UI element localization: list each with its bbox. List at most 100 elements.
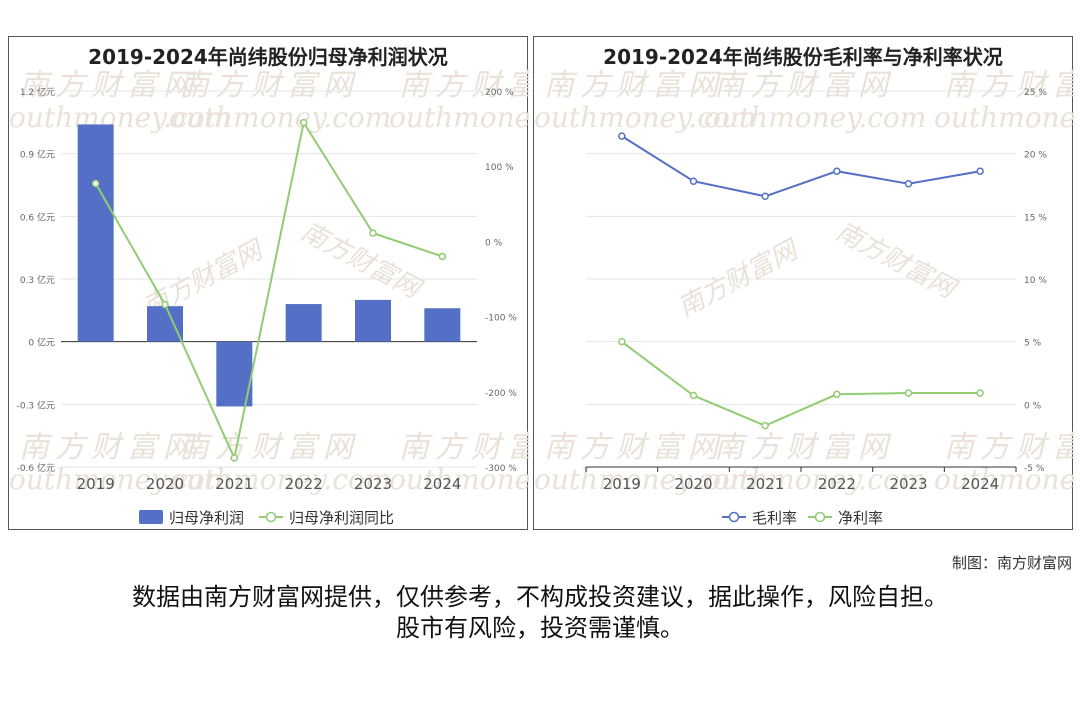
- point-yoy-growth: [438, 252, 447, 261]
- y-axis-right-tick-label: -300 %: [485, 464, 517, 474]
- watermark-text: outhmoney.com: [934, 463, 1074, 496]
- watermark-text: outhmoney.com: [389, 101, 529, 134]
- watermark-text: outhmoney.com: [9, 101, 231, 134]
- bar-net-profit: [147, 306, 183, 342]
- point-net-margin: [761, 421, 769, 430]
- point-yoy-growth: [230, 454, 239, 462]
- watermark-text: outhmoney.com: [704, 463, 926, 496]
- y-axis-left-tick-label: 0.6 亿元: [20, 211, 55, 223]
- watermark-text: 南方财富网: [19, 68, 199, 103]
- point-yoy-growth: [91, 179, 100, 188]
- disclaimer: 数据由南方财富网提供，仅供参考，不构成投资建议，据此操作，风险自担。 股市有风险…: [0, 582, 1080, 644]
- point-yoy-growth: [161, 300, 169, 309]
- y-axis-left-tick-label: 0.9 亿元: [20, 149, 55, 161]
- margin-chart: 南方财富网outhmoney.com南方财富网outhmoney.com南方财富…: [534, 68, 1074, 527]
- legend-swatch-marker: [814, 511, 826, 523]
- y-axis-left-tick-label: -0.3 亿元: [17, 399, 55, 411]
- line-yoy-growth: [94, 119, 443, 462]
- watermark-text: 南方财富网: [179, 430, 359, 465]
- watermark-text: 南方财富网: [399, 430, 529, 465]
- bar-net-profit: [77, 124, 114, 342]
- watermark-text: 南方财富网: [944, 430, 1074, 465]
- watermark-text: outhmoney.com: [389, 463, 529, 496]
- point-net-margin: [904, 389, 913, 397]
- legend-label: 毛利率: [752, 509, 797, 527]
- point-yoy-growth: [299, 118, 308, 127]
- y-axis-right-tick-label: 15 %: [1024, 213, 1047, 223]
- x-axis-tick-label: 2021: [746, 475, 784, 493]
- legend-label: 归母净利润: [169, 509, 244, 527]
- x-axis-tick-label: 2022: [818, 475, 856, 493]
- chart-title: 2019-2024年尚纬股份毛利率与净利率状况: [603, 45, 1003, 69]
- point-yoy-growth: [369, 229, 377, 237]
- watermark-text: outhmoney.com: [534, 101, 756, 134]
- point-gross-margin: [618, 132, 626, 140]
- y-axis-left-tick-label: -0.6 亿元: [17, 462, 55, 474]
- x-axis-tick-label: 2019: [77, 475, 115, 493]
- legend-label: 归母净利润同比: [289, 509, 394, 527]
- net-profit-chart: 南方财富网outhmoney.com南方财富网outhmoney.com南方财富…: [9, 68, 529, 527]
- watermark-text: 南方财富网: [19, 430, 199, 465]
- y-axis-right-tick-label: 10 %: [1024, 276, 1047, 286]
- x-axis-tick-label: 2021: [215, 475, 253, 493]
- x-axis-tick-label: 2023: [354, 475, 392, 493]
- y-axis-right-tick-label: 0 %: [1024, 401, 1042, 411]
- y-axis-right-tick-label: -5 %: [1024, 464, 1045, 474]
- x-axis-tick-label: 2020: [674, 475, 712, 493]
- point-net-margin: [689, 391, 698, 400]
- disclaimer-line-2: 股市有风险，投资需谨慎。: [396, 614, 684, 642]
- watermark-text: 南方财富网: [544, 68, 724, 103]
- watermark-text: 南方财富网: [944, 68, 1074, 103]
- y-axis-left-tick-label: 0.3 亿元: [20, 274, 55, 286]
- legend-swatch-bar: [139, 510, 163, 524]
- watermark-text: outhmoney.com: [9, 463, 231, 496]
- chart-title: 2019-2024年尚纬股份归母净利润状况: [88, 45, 448, 69]
- watermark-text: 南方财富网: [399, 68, 529, 103]
- watermark-text: 南方财富网: [296, 217, 428, 306]
- y-axis-right-tick-label: 25 %: [1024, 88, 1047, 98]
- watermark-text: outhmoney.com: [934, 101, 1074, 134]
- watermark-text: outhmoney.com: [169, 463, 391, 496]
- bar-net-profit: [355, 299, 391, 342]
- disclaimer-line-1: 数据由南方财富网提供，仅供参考，不构成投资建议，据此操作，风险自担。: [132, 583, 948, 611]
- legend-label: 净利率: [838, 509, 883, 527]
- x-axis-tick-label: 2022: [285, 475, 323, 493]
- y-axis-left-tick-label: 1.2 亿元: [20, 86, 55, 98]
- x-axis-tick-label: 2023: [889, 475, 927, 493]
- point-gross-margin: [689, 177, 698, 185]
- watermark-text: 南方财富网: [714, 430, 894, 465]
- margin-chart-panel: 南方财富网outhmoney.com南方财富网outhmoney.com南方财富…: [533, 36, 1074, 530]
- watermark-text: 南方财富网: [544, 430, 724, 465]
- bar-net-profit: [285, 304, 322, 342]
- watermark-text: outhmoney.com: [169, 101, 391, 134]
- y-axis-right-tick-label: 20 %: [1024, 151, 1047, 161]
- line-gross-margin: [621, 135, 981, 198]
- y-axis-right-tick-label: 5 %: [1024, 339, 1042, 349]
- y-axis-right-tick-label: -100 %: [485, 314, 517, 324]
- point-net-margin: [618, 337, 626, 346]
- y-axis-right-tick-label: 200 %: [485, 88, 514, 98]
- net-profit-chart-panel: 南方财富网outhmoney.com南方财富网outhmoney.com南方财富…: [8, 36, 529, 530]
- watermark-text: outhmoney.com: [704, 101, 926, 134]
- x-axis-tick-label: 2024: [423, 475, 461, 493]
- bar-net-profit: [424, 308, 461, 342]
- legend-swatch-marker: [728, 511, 740, 523]
- x-axis-tick-label: 2020: [146, 475, 184, 493]
- point-net-margin: [976, 389, 984, 397]
- point-gross-margin: [904, 179, 913, 188]
- y-axis-right-tick-label: -200 %: [485, 389, 517, 399]
- x-axis-tick-label: 2019: [603, 475, 641, 493]
- watermark-text: 南方财富网: [179, 68, 359, 103]
- chart-credit: 制图：南方财富网: [951, 554, 1072, 572]
- legend-swatch-marker: [265, 511, 277, 523]
- line-net-margin: [621, 340, 981, 427]
- point-gross-margin: [833, 167, 841, 175]
- watermark-text: 南方财富网: [714, 68, 894, 103]
- x-axis-tick-label: 2024: [961, 475, 999, 493]
- watermark-text: 南方财富网: [831, 217, 963, 306]
- y-axis-right-tick-label: 0 %: [485, 238, 503, 248]
- y-axis-right-tick-label: 100 %: [485, 163, 514, 173]
- point-gross-margin: [976, 167, 984, 175]
- point-net-margin: [833, 390, 841, 399]
- y-axis-left-tick-label: 0 亿元: [28, 337, 55, 349]
